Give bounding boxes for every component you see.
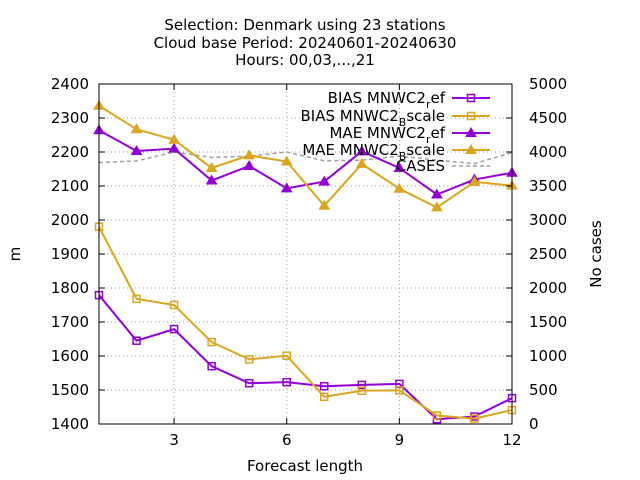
y2-tick-label: 1500 bbox=[529, 313, 567, 331]
legend-label: BIAS MNWC2ref bbox=[328, 89, 446, 111]
chart-title-line-2: Cloud base Period: 20240601-20240630 bbox=[154, 34, 457, 52]
data-point bbox=[132, 294, 141, 304]
y-tick-label: 1900 bbox=[51, 245, 89, 263]
x-tick-label: 12 bbox=[502, 431, 521, 449]
y-tick-label: 2400 bbox=[51, 75, 89, 93]
y2-axis-label: No cases bbox=[587, 220, 605, 288]
data-point bbox=[318, 175, 331, 186]
legend-marker bbox=[466, 111, 476, 121]
data-point bbox=[205, 161, 218, 172]
data-point bbox=[468, 175, 481, 186]
y2-tick-label: 4000 bbox=[529, 143, 567, 161]
y2-tick-label: 0 bbox=[529, 415, 539, 433]
legend-marker bbox=[466, 93, 476, 103]
x-tick-label: 6 bbox=[282, 431, 292, 449]
data-point bbox=[431, 188, 443, 199]
legend-label: BIAS MNWC2Bscale bbox=[301, 107, 445, 129]
data-point bbox=[130, 123, 143, 134]
y-tick-label: 1800 bbox=[51, 279, 89, 297]
data-point bbox=[168, 142, 180, 153]
data-point bbox=[357, 386, 367, 395]
y-tick-label: 2100 bbox=[51, 177, 89, 195]
data-point bbox=[169, 300, 179, 310]
legend-entry: MAE MNWC2ref bbox=[329, 124, 490, 146]
legend-label: MAE MNWC2ref bbox=[329, 124, 445, 146]
series-bias-mnwc2-ref bbox=[94, 290, 517, 424]
y-tick-label: 2300 bbox=[51, 109, 89, 127]
legend-label: CASES bbox=[396, 157, 445, 175]
y2-tick-label: 1000 bbox=[529, 347, 567, 365]
data-point bbox=[130, 144, 143, 155]
chart-title-line-3: Hours: 00,03,...,21 bbox=[235, 51, 375, 69]
series-bias-mnwc2-bscale bbox=[94, 222, 517, 423]
series-line bbox=[98, 226, 513, 420]
y2-tick-label: 3500 bbox=[529, 177, 567, 195]
data-point bbox=[355, 145, 368, 156]
y-tick-label: 1600 bbox=[51, 347, 89, 365]
y-tick-label: 2000 bbox=[51, 211, 89, 229]
y2-tick-label: 5000 bbox=[529, 75, 567, 93]
y2-tick-label: 3000 bbox=[529, 211, 567, 229]
data-point bbox=[470, 414, 479, 423]
series-mae-mnwc2-bscale bbox=[93, 99, 518, 212]
x-tick-label: 3 bbox=[169, 431, 179, 449]
data-point bbox=[280, 182, 293, 193]
data-point bbox=[355, 157, 368, 168]
data-point bbox=[244, 378, 254, 388]
axes: 3 6 9 12 1400 1500 1600 1700 1800 1900 2000 2100 220… bbox=[51, 75, 567, 449]
legend-entry: CASES bbox=[396, 157, 490, 175]
plot-frame bbox=[98, 83, 513, 425]
data-point bbox=[393, 161, 406, 172]
y-tick-label: 1700 bbox=[51, 313, 89, 331]
legend-entry: BIAS MNWC2Bscale bbox=[301, 107, 490, 129]
data-point bbox=[320, 382, 329, 391]
data-point bbox=[205, 174, 218, 185]
data-point bbox=[431, 201, 443, 212]
data-point bbox=[244, 355, 254, 364]
data-point bbox=[132, 336, 141, 345]
data-point bbox=[282, 351, 291, 360]
legend-label: MAE MNWC2Bscale bbox=[302, 141, 445, 163]
y-tick-label: 1500 bbox=[51, 381, 89, 399]
y2-tick-label: 2000 bbox=[529, 279, 567, 297]
y-axis-label: m bbox=[6, 247, 24, 262]
data-point bbox=[280, 155, 293, 166]
data-point bbox=[432, 411, 442, 420]
data-point bbox=[168, 133, 180, 144]
grid-lines bbox=[99, 84, 512, 424]
y2-tick-label: 2500 bbox=[529, 245, 567, 263]
y-tick-label: 2200 bbox=[51, 143, 89, 161]
x-tick-label: 9 bbox=[395, 431, 405, 449]
y-tick-label: 1400 bbox=[51, 415, 89, 433]
data-point bbox=[320, 392, 329, 402]
data-point bbox=[318, 199, 331, 210]
data-point bbox=[207, 337, 216, 347]
y2-tick-label: 4500 bbox=[529, 109, 567, 127]
legend-entry: BIAS MNWC2ref bbox=[328, 89, 490, 111]
chart-title-line-1: Selection: Denmark using 23 stations bbox=[164, 16, 445, 34]
data-point bbox=[393, 182, 406, 193]
data-point bbox=[395, 386, 404, 395]
y2-tick-label: 500 bbox=[529, 381, 558, 399]
series-line bbox=[98, 104, 513, 209]
data-point bbox=[243, 159, 256, 170]
data-point bbox=[169, 324, 179, 334]
series-lines bbox=[93, 99, 518, 424]
legend-marker bbox=[465, 127, 477, 137]
series-line bbox=[98, 294, 513, 421]
data-point bbox=[357, 380, 367, 390]
legend-entry: MAE MNWC2Bscale bbox=[302, 141, 490, 163]
x-axis-label: Forecast length bbox=[247, 457, 363, 475]
data-point bbox=[282, 377, 291, 387]
legend-marker bbox=[465, 144, 477, 154]
data-point bbox=[207, 361, 216, 371]
data-point bbox=[243, 149, 256, 160]
